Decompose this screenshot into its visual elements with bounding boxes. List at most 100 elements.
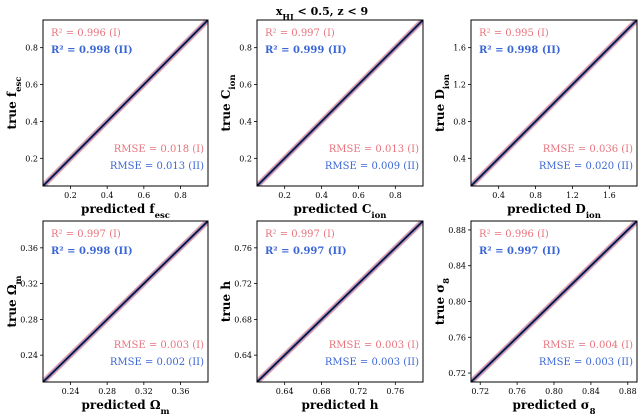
r2-annotation-I: R² = 0.996 (I) [51,28,121,39]
x-tick-label: 0.2 [64,191,77,200]
y-tick-label: 0.2 [239,154,252,163]
x-tick-label: 0.36 [172,387,190,396]
rmse-annotation-II: RMSE = 0.003 (II) [539,357,633,368]
y-tick-label: 0.24 [20,351,38,360]
y-tick-label: 0.88 [448,226,466,235]
identity-line [43,20,208,186]
y-tick-label: 0.28 [20,315,38,324]
identity-line [471,221,637,382]
r2-annotation-I: R² = 0.997 (I) [265,229,335,240]
identity-line [43,221,208,382]
r2-annotation-I: R² = 0.997 (I) [265,28,335,39]
y-axis-label: true Dion [433,74,452,132]
y-tick-label: 1.6 [453,44,466,53]
x-tick-label: 0.64 [276,387,294,396]
y-axis-label: true Cion [219,74,238,131]
x-tick-label: 0.4 [315,191,328,200]
x-tick-label: 0.8 [529,191,542,200]
y-tick-label: 0.6 [25,81,38,90]
x-tick-label: 0.76 [508,387,526,396]
x-tick-label: 0.6 [352,191,365,200]
y-tick-label: 0.6 [239,81,252,90]
rmse-annotation-I: RMSE = 0.018 (I) [114,144,204,155]
y-tick-label: 0.84 [448,262,466,271]
r2-annotation-II: R² = 0.997 (II) [479,246,561,257]
x-tick-label: 0.28 [98,387,116,396]
x-axis-label: predicted Dion [507,202,601,221]
y-tick-label: 0.8 [239,44,252,53]
x-tick-label: 0.4 [101,191,114,200]
x-tick-label: 1.2 [566,191,579,200]
axes-frame [42,19,209,187]
rmse-annotation-I: RMSE = 0.013 (I) [329,144,419,155]
x-tick-label: 0.88 [619,387,637,396]
figure-title: xHI < 0.5, z < 9 [276,5,368,22]
x-tick-label: 0.2 [278,191,291,200]
y-tick-label: 0.32 [20,280,38,289]
rmse-annotation-I: RMSE = 0.003 (I) [329,340,419,351]
y-tick-label: 0.4 [239,117,252,126]
axes-frame [470,19,638,187]
y-tick-label: 0.4 [25,117,38,126]
y-tick-label: 0.4 [453,154,466,163]
r2-annotation-I: R² = 0.995 (I) [479,28,549,39]
x-axis-label: predicted σ8 [512,398,595,417]
x-tick-label: 0.24 [62,387,80,396]
identity-line [257,221,423,382]
r2-annotation-II: R² = 0.998 (II) [479,45,561,56]
rmse-annotation-II: RMSE = 0.009 (II) [325,161,419,172]
r2-annotation-I: R² = 0.996 (I) [479,229,549,240]
rmse-annotation-II: RMSE = 0.003 (II) [325,357,419,368]
r2-annotation-II: R² = 0.999 (II) [265,45,347,56]
x-axis-label: predicted fesc [81,202,170,221]
rmse-annotation-I: RMSE = 0.004 (I) [543,340,633,351]
plot-area [43,20,208,186]
plot-area [471,20,637,186]
panel-4: 0.24 0.28 0.32 0.360.240.280.320.36predicte… [5,220,209,417]
r2-annotation-II: R² = 0.998 (II) [51,246,133,257]
y-tick-label: 0.64 [234,351,252,360]
y-tick-label: 0.8 [25,44,38,53]
y-tick-label: 0.36 [20,244,38,253]
y-tick-label: 0.2 [25,154,38,163]
x-tick-label: 0.80 [545,387,563,396]
identity-line [257,20,423,186]
x-tick-label: 0.6 [137,191,150,200]
x-tick-label: 0.72 [350,387,368,396]
plot-area [257,221,423,382]
rmse-annotation-I: RMSE = 0.036 (I) [543,144,633,155]
rmse-annotation-II: RMSE = 0.013 (II) [110,161,204,172]
rmse-annotation-I: RMSE = 0.003 (I) [114,340,204,351]
y-tick-label: 0.76 [448,333,466,342]
y-axis-label: true fesc [5,77,24,130]
y-tick-label: 0.8 [453,117,466,126]
y-tick-label: 0.68 [234,315,252,324]
x-tick-label: 1.6 [603,191,616,200]
r2-annotation-II: R² = 0.998 (II) [51,45,133,56]
rmse-annotation-II: RMSE = 0.020 (II) [539,161,633,172]
y-tick-label: 0.76 [234,244,252,253]
axes-frame [42,220,209,383]
x-tick-label: 0.72 [471,387,489,396]
x-tick-label: 0.8 [389,191,402,200]
identity-line [471,20,637,186]
x-tick-label: 0.68 [313,387,331,396]
y-tick-label: 0.72 [234,280,252,289]
y-axis-label: true σ8 [433,278,452,325]
panel-6: 0.72 0.76 0.80 0.84 0.88 0.72 0.76 0.80 0.84 0.88… [433,220,638,417]
x-axis-label: predicted h [301,398,378,412]
y-tick-label: 0.72 [448,369,466,378]
x-axis-label: predicted Cion [294,202,387,221]
y-tick-label: 1.2 [453,81,466,90]
y-tick-label: 0.80 [448,298,466,307]
plot-area [43,221,208,382]
panel-1: 0.2 0.4 0.6 0.8 0.2 0.4 0.6 0.8 predicted fesc tr… [5,19,209,221]
x-tick-label: 0.4 [492,191,505,200]
axes-frame [256,19,424,187]
x-axis-label: predicted Ωm [81,398,169,417]
y-axis-label: true h [219,281,233,322]
panel-5: 0.64 0.68 0.72 0.76 0.64 0.68 0.72 0.76 predicte… [219,220,424,412]
